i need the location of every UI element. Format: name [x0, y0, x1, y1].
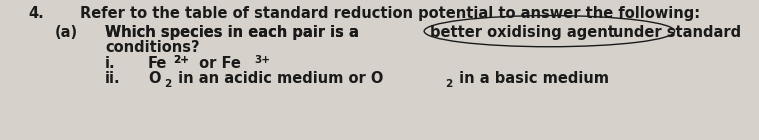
Text: i.: i. [105, 56, 115, 71]
Text: ii.: ii. [105, 71, 121, 86]
Text: Fe: Fe [148, 56, 168, 71]
Text: 4.: 4. [28, 6, 44, 21]
Text: 3+: 3+ [254, 55, 270, 65]
Text: 2: 2 [445, 79, 452, 89]
Text: in a basic medium: in a basic medium [455, 71, 609, 86]
Text: or Fe: or Fe [194, 56, 241, 71]
Text: Which species in each pair is a: Which species in each pair is a [105, 25, 359, 40]
Text: O: O [148, 71, 160, 86]
Text: Which species in each pair is a: Which species in each pair is a [105, 25, 359, 40]
Text: 2+: 2+ [173, 55, 189, 65]
Text: 2: 2 [164, 79, 172, 89]
Text: Refer to the table of standard reduction potential to answer the following:: Refer to the table of standard reduction… [80, 6, 700, 21]
Text: (a): (a) [55, 25, 78, 40]
Text: 2+: 2+ [173, 55, 189, 65]
Text: better oxidising agent: better oxidising agent [430, 25, 615, 40]
Text: under standard: under standard [613, 25, 742, 40]
Text: conditions?: conditions? [105, 40, 200, 55]
Text: in an acidic medium or O: in an acidic medium or O [174, 71, 384, 86]
